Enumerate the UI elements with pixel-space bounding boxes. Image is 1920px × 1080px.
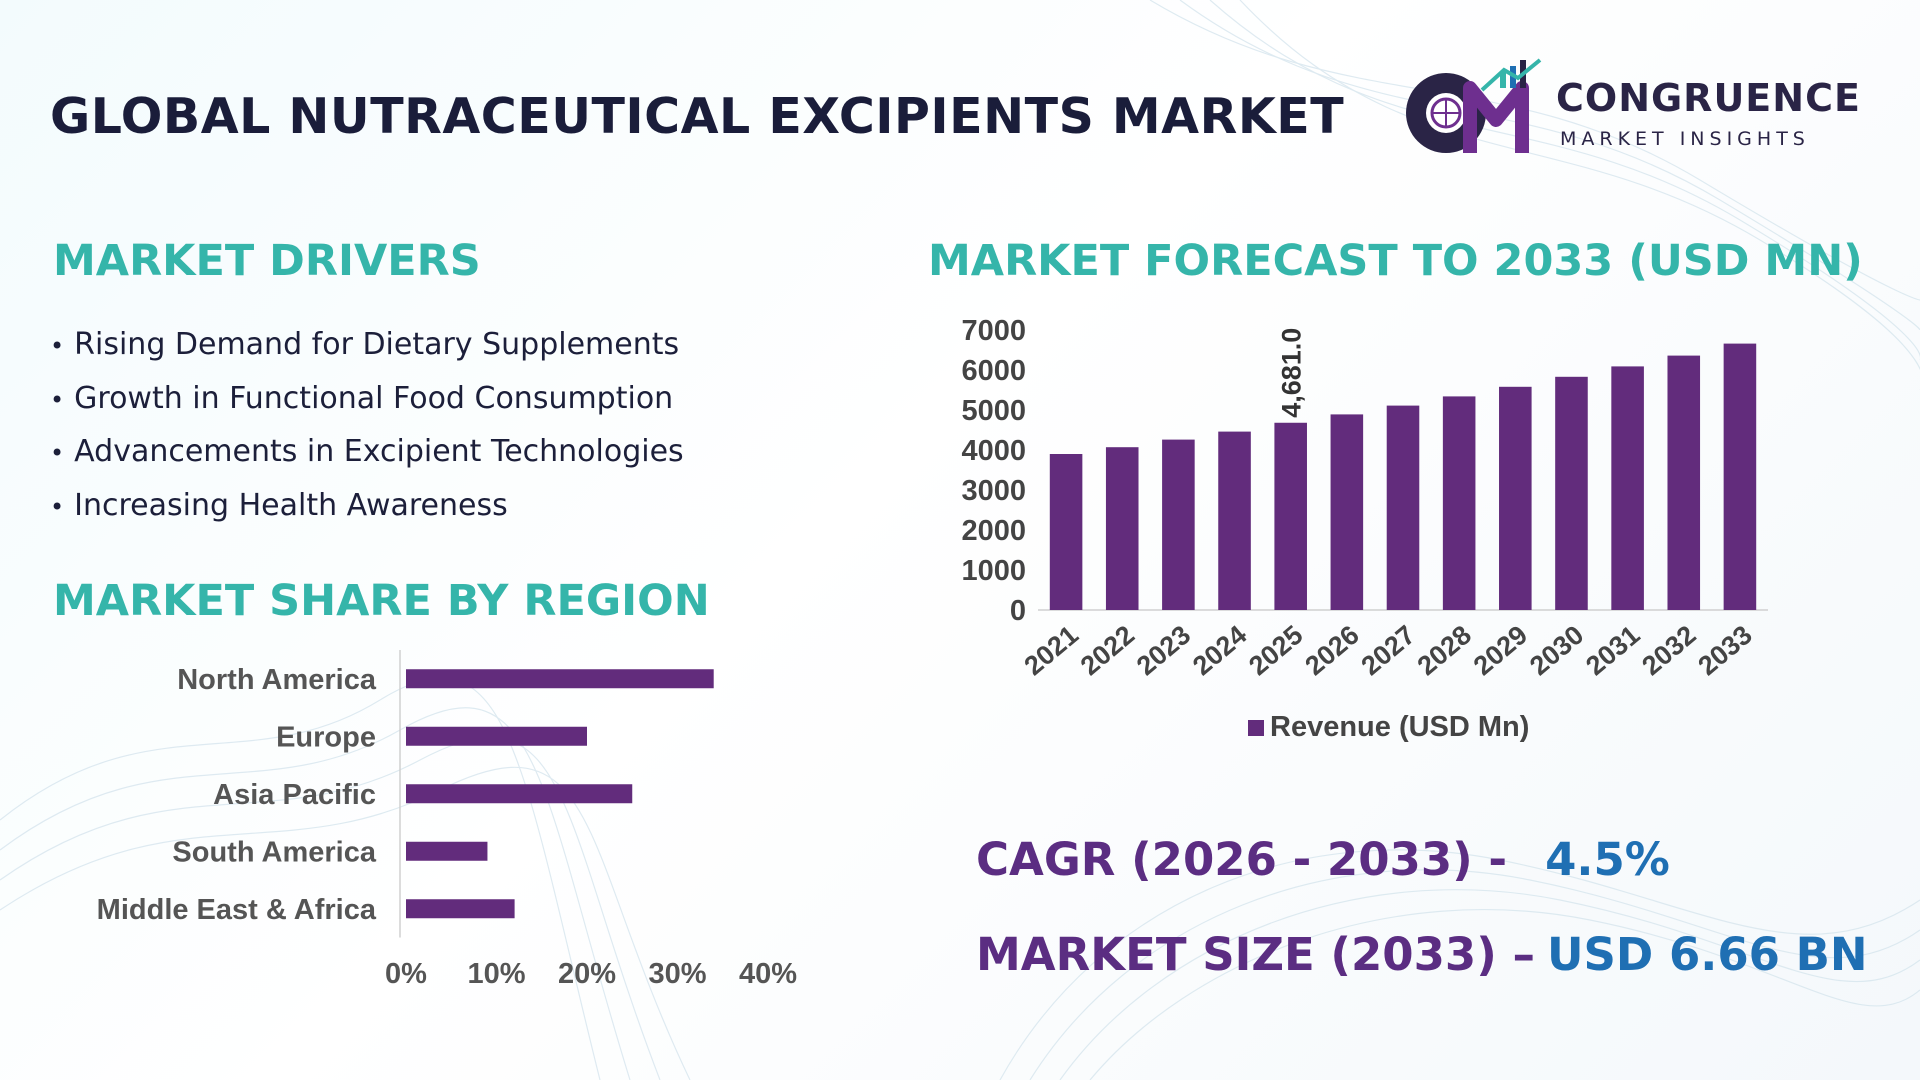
x-tick-label: 2030 [1524, 620, 1589, 682]
bar-2026 [1331, 414, 1364, 610]
market-size-label: MARKET SIZE (2033) – [976, 928, 1535, 981]
bar-2024 [1218, 432, 1251, 610]
drivers-list: • Rising Demand for Dietary Supplements •… [50, 322, 684, 536]
bar-2025 [1274, 423, 1307, 610]
bullet-icon: • [50, 332, 64, 360]
y-tick-label: 5000 [961, 395, 1026, 427]
category-label: Europe [276, 721, 376, 753]
x-tick-label: 10% [467, 958, 525, 990]
x-tick-label: 2022 [1075, 620, 1140, 682]
category-label: Middle East & Africa [97, 894, 377, 926]
x-tick-label: 2028 [1412, 620, 1477, 682]
x-tick-label: 2029 [1468, 620, 1533, 682]
x-tick-label: 2032 [1636, 620, 1701, 682]
logo-name: CONGRUENCE [1556, 76, 1861, 120]
category-label: South America [172, 836, 376, 868]
cagr-label: CAGR (2026 - 2033) - [976, 833, 1507, 886]
list-item: • Rising Demand for Dietary Supplements [50, 322, 684, 376]
bar-north-america [406, 669, 714, 688]
x-tick-label: 2027 [1356, 620, 1421, 682]
driver-text: Advancements in Excipient Technologies [74, 434, 684, 469]
x-tick-label: 2026 [1299, 620, 1364, 682]
cagr-value: 4.5% [1545, 833, 1670, 886]
category-label: North America [177, 664, 377, 696]
market-share-region-title: MARKET SHARE BY REGION [53, 576, 710, 626]
region-share-bar-chart: North America Europe Asia Pacific South Ame… [40, 640, 840, 1000]
bar-2027 [1387, 406, 1420, 610]
list-item: • Increasing Health Awareness [50, 483, 684, 537]
list-item: • Growth in Functional Food Consumption [50, 376, 684, 430]
x-tick-label: 2023 [1131, 620, 1196, 682]
y-tick-label: 3000 [961, 475, 1026, 507]
bar-2031 [1611, 366, 1644, 610]
legend-label: Revenue (USD Mn) [1270, 711, 1529, 743]
bar-asia-pacific [406, 784, 632, 803]
list-item: • Advancements in Excipient Technologies [50, 429, 684, 483]
bar-2032 [1667, 356, 1700, 610]
x-tick-label: 2025 [1243, 620, 1308, 682]
page-title: GLOBAL NUTRACEUTICAL EXCIPIENTS MARKET [50, 88, 1344, 145]
x-tick-label: 20% [558, 958, 616, 990]
bar-2023 [1162, 440, 1195, 610]
y-tick-label: 0 [1010, 595, 1026, 627]
x-tick-label: 2031 [1580, 620, 1645, 682]
bar-2022 [1106, 447, 1139, 610]
driver-text: Rising Demand for Dietary Supplements [74, 327, 679, 362]
x-tick-label: 2033 [1692, 620, 1757, 682]
forecast-bar-chart: 0100020003000400050006000700020212022202… [920, 300, 1870, 770]
company-logo: CONGRUENCE MARKET INSIGHTS [1400, 58, 1880, 163]
cagr-kpi: CAGR (2026 - 2033) - 4.5% [976, 833, 1670, 886]
driver-text: Increasing Health Awareness [74, 488, 508, 523]
market-drivers-title: MARKET DRIVERS [53, 236, 481, 286]
bar-2028 [1443, 396, 1476, 610]
x-tick-label: 40% [739, 958, 797, 990]
bar-2030 [1555, 377, 1588, 610]
market-size-kpi: MARKET SIZE (2033) –USD 6.66 BN [976, 928, 1868, 981]
driver-text: Growth in Functional Food Consumption [74, 381, 673, 416]
y-tick-label: 4000 [961, 435, 1026, 467]
market-size-value: USD 6.66 BN [1547, 928, 1868, 981]
y-tick-label: 6000 [961, 355, 1026, 387]
bar-2021 [1050, 454, 1083, 610]
bar-middle-east-africa [406, 899, 515, 918]
y-tick-label: 2000 [961, 515, 1026, 547]
y-tick-label: 1000 [961, 555, 1026, 587]
bar-south-america [406, 842, 487, 861]
category-label: Asia Pacific [213, 779, 376, 811]
logo-mark-icon [1400, 58, 1550, 163]
x-tick-label: 0% [385, 958, 427, 990]
legend-swatch [1248, 720, 1264, 736]
bullet-icon: • [50, 493, 64, 521]
bar-europe [406, 727, 587, 746]
logo-tagline: MARKET INSIGHTS [1560, 128, 1810, 150]
x-tick-label: 30% [648, 958, 706, 990]
x-tick-label: 2024 [1187, 620, 1252, 682]
data-label: 4,681.0 [1277, 328, 1307, 418]
bar-2033 [1724, 344, 1757, 610]
x-tick-label: 2021 [1019, 620, 1084, 682]
bullet-icon: • [50, 439, 64, 467]
bar-2029 [1499, 387, 1532, 610]
bullet-icon: • [50, 386, 64, 414]
market-forecast-title: MARKET FORECAST TO 2033 (USD MN) [928, 236, 1863, 286]
y-tick-label: 7000 [961, 315, 1026, 347]
